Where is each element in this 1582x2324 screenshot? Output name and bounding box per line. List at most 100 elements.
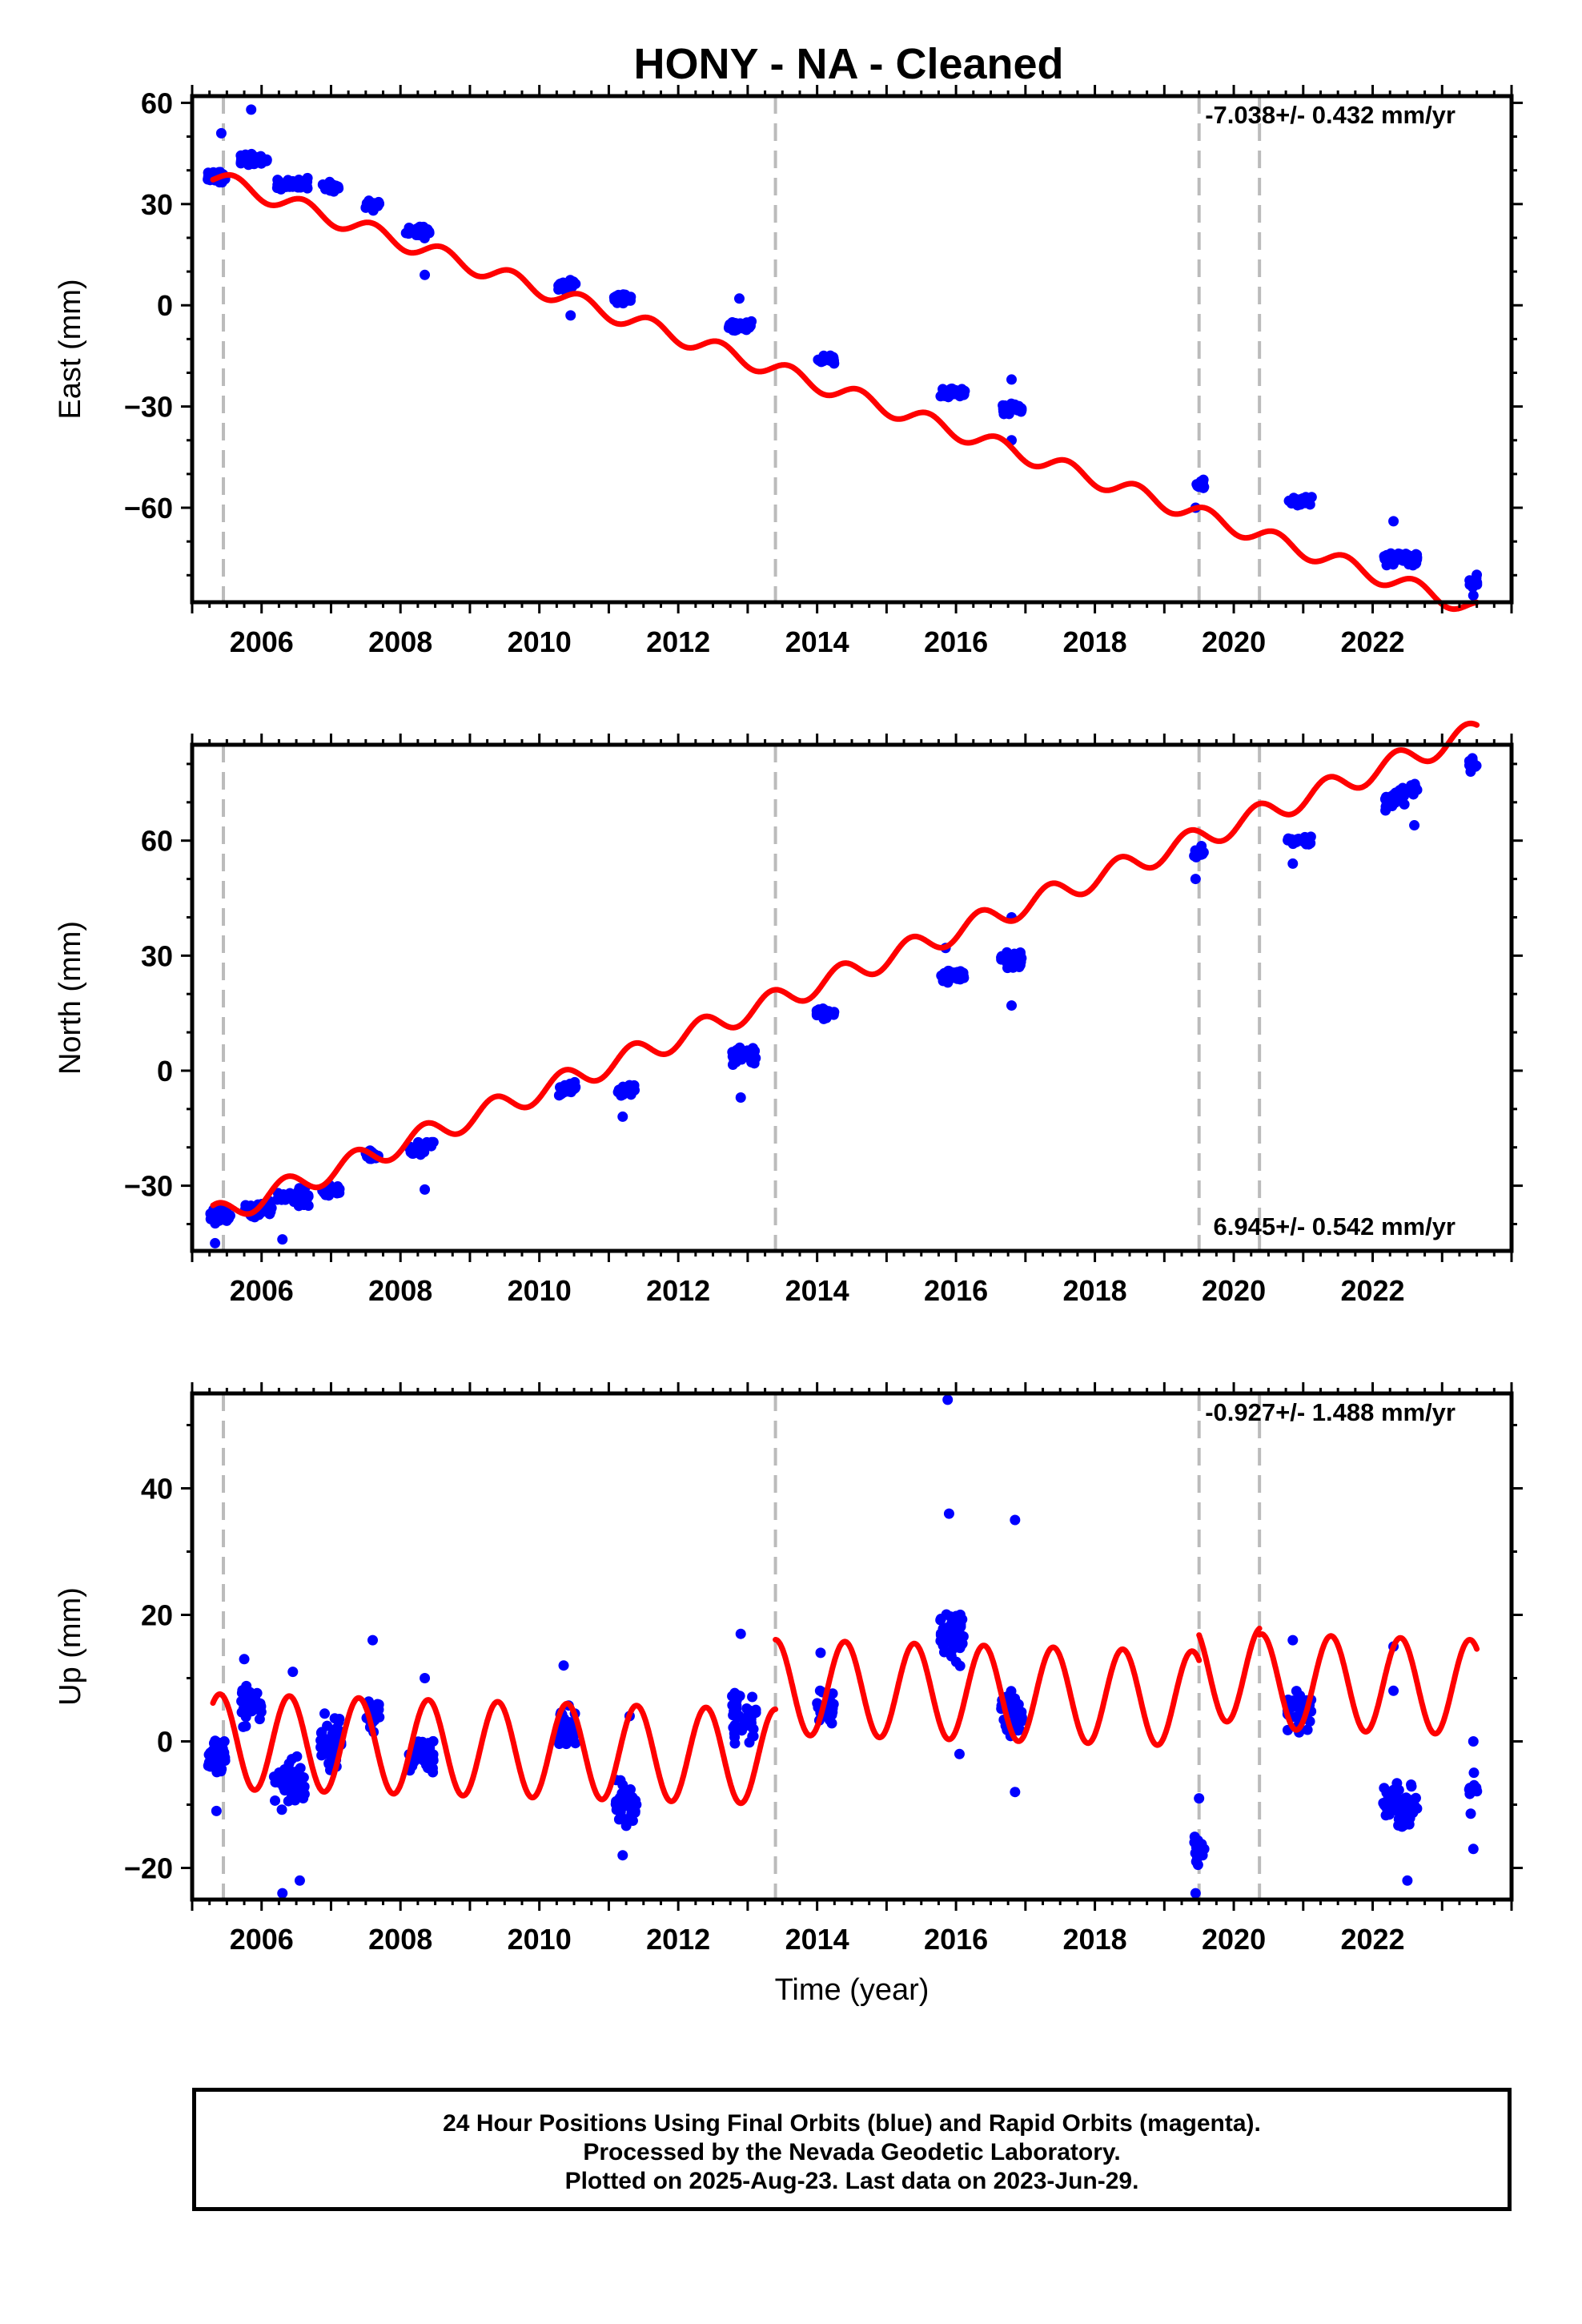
- data-point: [733, 293, 745, 304]
- data-point: [566, 1726, 577, 1737]
- y-tick-label: 30: [141, 939, 173, 972]
- data-point: [1407, 786, 1419, 798]
- data-point: [560, 282, 572, 293]
- data-point: [1393, 552, 1404, 563]
- data-point: [558, 1660, 569, 1671]
- data-point: [408, 1756, 420, 1767]
- data-point: [297, 1194, 308, 1205]
- x-tick-label: 2006: [230, 625, 294, 658]
- data-point: [1380, 553, 1391, 564]
- data-point: [1194, 1793, 1205, 1804]
- data-point: [1467, 753, 1478, 764]
- rate-label: -0.927+/- 1.488 mm/yr: [1205, 1398, 1456, 1426]
- x-tick-label: 2010: [508, 1274, 572, 1307]
- data-point: [748, 1723, 759, 1735]
- data-point: [1302, 1724, 1313, 1735]
- data-point: [945, 1623, 956, 1634]
- data-point: [622, 1789, 633, 1800]
- data-point: [941, 1609, 952, 1620]
- rate-label: 6.945+/- 0.542 mm/yr: [1214, 1212, 1456, 1240]
- data-point: [629, 1806, 640, 1817]
- data-point: [278, 1782, 289, 1793]
- data-point: [426, 1136, 437, 1148]
- data-point: [735, 1628, 746, 1639]
- y-axis-title: North (mm): [54, 921, 87, 1075]
- data-point: [1288, 497, 1299, 508]
- data-point: [1472, 579, 1483, 590]
- x-tick-label: 2020: [1202, 625, 1266, 658]
- y-tick-label: 40: [141, 1473, 173, 1506]
- data-point: [617, 1089, 628, 1100]
- data-point: [368, 198, 379, 209]
- x-tick-label: 2006: [230, 1274, 294, 1307]
- data-point: [1010, 1514, 1021, 1526]
- data-point: [608, 292, 620, 303]
- y-tick-label: 30: [141, 188, 173, 221]
- data-point: [943, 1508, 954, 1519]
- data-point: [737, 323, 749, 334]
- data-point: [747, 1691, 758, 1703]
- data-point: [1468, 1736, 1479, 1747]
- data-point: [618, 291, 629, 302]
- data-point: [328, 1182, 339, 1193]
- data-point: [1388, 516, 1399, 527]
- data-point: [1190, 1888, 1201, 1899]
- x-tick-label: 2014: [785, 1274, 849, 1307]
- data-point: [728, 1722, 739, 1733]
- data-point: [1406, 1781, 1417, 1792]
- data-point: [948, 386, 959, 397]
- data-point: [294, 1875, 305, 1886]
- data-point: [628, 1085, 639, 1096]
- model-curve: [1196, 1626, 1263, 1725]
- data-point: [613, 1814, 624, 1825]
- data-point: [958, 1631, 969, 1642]
- y-axis-title: Up (mm): [54, 1587, 87, 1706]
- data-point: [958, 389, 970, 400]
- data-point: [737, 1725, 748, 1736]
- data-point: [1393, 1784, 1404, 1795]
- data-point: [420, 269, 431, 280]
- data-point: [287, 1667, 299, 1678]
- data-point: [277, 1888, 288, 1899]
- plot-frame: [190, 742, 1514, 1253]
- y-tick-label: −60: [124, 492, 173, 525]
- data-point: [942, 965, 954, 976]
- data-point: [1388, 1685, 1399, 1696]
- data-point: [206, 1211, 217, 1222]
- x-tick-label: 2008: [368, 1274, 432, 1307]
- x-tick-label: 2010: [508, 625, 572, 658]
- data-point: [745, 1705, 756, 1716]
- data-point: [219, 1736, 230, 1747]
- data-point: [826, 1718, 837, 1729]
- data-point: [276, 1804, 287, 1815]
- data-point: [317, 179, 328, 191]
- x-tick-label: 2018: [1063, 625, 1127, 658]
- data-point: [562, 1085, 573, 1096]
- data-point: [1014, 1724, 1026, 1735]
- data-point: [1015, 406, 1026, 417]
- data-point: [319, 1708, 331, 1719]
- data-point: [729, 1708, 740, 1719]
- footer-line-3: Plotted on 2025-Aug-23. Last data on 202…: [564, 2168, 1139, 2194]
- data-point: [278, 1188, 289, 1200]
- panel-0: 2006 2008 2010 2012 2014 2016 2018 2020 2022 60 30…: [54, 85, 1523, 658]
- data-point: [954, 1660, 966, 1671]
- y-tick-label: 60: [141, 86, 173, 119]
- data-point: [620, 1800, 632, 1811]
- data-point: [564, 1717, 575, 1728]
- data-point: [942, 1394, 954, 1405]
- data-point: [1468, 1844, 1479, 1855]
- data-point: [1283, 833, 1294, 844]
- data-point: [1468, 1779, 1480, 1791]
- data-point: [1409, 820, 1420, 831]
- data-point: [334, 1714, 345, 1725]
- data-point: [735, 1045, 746, 1056]
- data-point: [1006, 374, 1017, 385]
- x-tick-label: 2016: [924, 1274, 988, 1307]
- data-point: [270, 1795, 281, 1806]
- data-point: [218, 1210, 229, 1221]
- data-point: [1003, 405, 1014, 416]
- data-point: [246, 104, 257, 115]
- data-point: [427, 1763, 438, 1774]
